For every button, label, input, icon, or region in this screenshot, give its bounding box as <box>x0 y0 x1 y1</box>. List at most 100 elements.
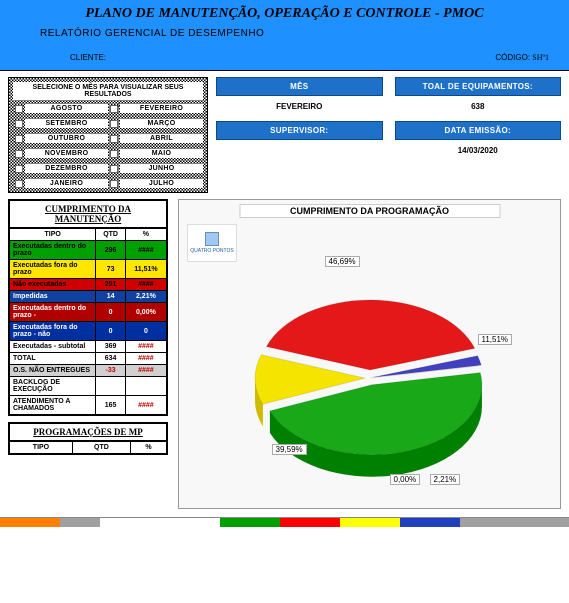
table-cell: 0 <box>96 322 125 341</box>
month-radio[interactable] <box>110 105 118 113</box>
mes-label: MÊS <box>216 77 383 96</box>
month-radio[interactable] <box>110 120 118 128</box>
codigo-value: SHº1 <box>532 53 549 62</box>
table-col: % <box>125 228 167 241</box>
pie-slice-label: 2,21% <box>430 474 461 485</box>
cliente-label: CLIENTE: <box>70 53 106 62</box>
table-cell: Executadas - subtotal <box>9 341 96 353</box>
table-cell: #### <box>125 279 167 291</box>
total-equip-label: TOAL DE EQUIPAMENTOS: <box>395 77 562 96</box>
total-equip-value: 638 <box>395 96 562 117</box>
table-col: QTD <box>96 228 125 241</box>
table-col: QTD <box>72 441 130 454</box>
month-selector-panel: SELECIONE O MÊS PARA VISUALIZAR SEUS RES… <box>8 77 208 193</box>
taskbar-segment <box>60 517 100 527</box>
table-cell: #### <box>125 396 167 416</box>
cumprimento-caption: CUMPRIMENTO DA MANUTENÇÃO <box>8 199 168 227</box>
month-label: MARÇO <box>120 119 203 128</box>
table-col: TIPO <box>9 228 96 241</box>
table-cell: #### <box>125 353 167 365</box>
month-radio[interactable] <box>15 135 23 143</box>
table-cell: 634 <box>96 353 125 365</box>
month-label: FEVEREIRO <box>120 104 203 113</box>
table-row: Executadas dentro do prazo296#### <box>9 241 167 260</box>
table-row: Executadas - subtotal369#### <box>9 341 167 353</box>
month-label: NOVEMBRO <box>25 149 108 158</box>
table-cell: Não executadas <box>9 279 96 291</box>
taskbar-segment <box>280 517 340 527</box>
table-row: Executadas dentro do prazo -00,00% <box>9 303 167 322</box>
mes-value: FEVEREIRO <box>216 96 383 117</box>
table-cell: #### <box>125 241 167 260</box>
month-radio[interactable] <box>110 150 118 158</box>
table-cell: Executadas dentro do prazo - <box>9 303 96 322</box>
month-radio[interactable] <box>15 180 23 188</box>
taskbar-segment <box>340 517 400 527</box>
table-cell: 11,51% <box>125 260 167 279</box>
table-row: BACKLOG DE EXECUÇÃO <box>9 377 167 396</box>
table-cell: 165 <box>96 396 125 416</box>
month-radio[interactable] <box>15 150 23 158</box>
table-row: O.S. NÃO ENTREGUES-33#### <box>9 365 167 377</box>
month-radio[interactable] <box>15 165 23 173</box>
table-cell: TOTAL <box>9 353 96 365</box>
table-cell: 0 <box>96 303 125 322</box>
pie-slice-label: 39,59% <box>272 444 307 455</box>
month-label: DEZEMBRO <box>25 164 108 173</box>
table-cell: 296 <box>96 241 125 260</box>
pie-slice-label: 11,51% <box>478 334 513 345</box>
month-label: JANEIRO <box>25 179 108 188</box>
table-cell: O.S. NÃO ENTREGUES <box>9 365 96 377</box>
programacoes-caption: PROGRAMAÇÕES DE MP <box>8 422 168 440</box>
table-cell: Executadas fora do prazo - não <box>9 322 96 341</box>
taskbar-segment <box>400 517 460 527</box>
table-cell: ATENDIMENTO A CHAMADOS <box>9 396 96 416</box>
pie-slice-label: 0,00% <box>390 474 421 485</box>
month-radio[interactable] <box>110 180 118 188</box>
table-cell: Executadas fora do prazo <box>9 260 96 279</box>
page-subtitle: RELATÓRIO GERENCIAL DE DESEMPENHO <box>40 28 559 39</box>
cumprimento-table: CUMPRIMENTO DA MANUTENÇÃO TIPOQTD% Execu… <box>8 199 168 416</box>
taskbar <box>0 517 569 527</box>
table-cell: Executadas dentro do prazo <box>9 241 96 260</box>
table-cell: BACKLOG DE EXECUÇÃO <box>9 377 96 396</box>
month-radio[interactable] <box>15 105 23 113</box>
table-row: Executadas fora do prazo7311,51% <box>9 260 167 279</box>
table-row: ATENDIMENTO A CHAMADOS165#### <box>9 396 167 416</box>
table-col: TIPO <box>9 441 72 454</box>
table-row: Executadas fora do prazo - não00 <box>9 322 167 341</box>
taskbar-segment <box>0 517 60 527</box>
month-label: JULHO <box>120 179 203 188</box>
month-radio[interactable] <box>110 135 118 143</box>
table-cell: 2,21% <box>125 291 167 303</box>
data-emissao-value: 14/03/2020 <box>395 140 562 161</box>
table-row: TOTAL634#### <box>9 353 167 365</box>
programacoes-table: PROGRAMAÇÕES DE MP TIPOQTD% <box>8 422 168 455</box>
pie-chart: CUMPRIMENTO DA PROGRAMAÇÃO QUATRO PONTOS… <box>178 199 561 509</box>
month-radio[interactable] <box>110 165 118 173</box>
table-cell: 251 <box>96 279 125 291</box>
table-row: Impedidas142,21% <box>9 291 167 303</box>
table-cell: -33 <box>96 365 125 377</box>
month-label: AGOSTO <box>25 104 108 113</box>
table-cell: 0,00% <box>125 303 167 322</box>
table-cell: Impedidas <box>9 291 96 303</box>
page-title: PLANO DE MANUTENÇÃO, OPERAÇÃO E CONTROLE… <box>10 6 559 22</box>
table-cell <box>96 377 125 396</box>
table-cell: #### <box>125 365 167 377</box>
pie-slice-label: 46,69% <box>325 256 360 267</box>
month-label: OUTUBRO <box>25 134 108 143</box>
month-radio[interactable] <box>15 120 23 128</box>
table-cell: #### <box>125 341 167 353</box>
table-cell: 369 <box>96 341 125 353</box>
taskbar-segment <box>100 517 220 527</box>
month-label: JUNHO <box>120 164 203 173</box>
supervisor-label: SUPERVISOR: <box>216 121 383 140</box>
month-label: MAIO <box>120 149 203 158</box>
table-cell <box>125 377 167 396</box>
table-cell: 14 <box>96 291 125 303</box>
table-cell: 73 <box>96 260 125 279</box>
month-label: ABRIL <box>120 134 203 143</box>
month-label: SETEMBRO <box>25 119 108 128</box>
header-banner: PLANO DE MANUTENÇÃO, OPERAÇÃO E CONTROLE… <box>0 0 569 71</box>
